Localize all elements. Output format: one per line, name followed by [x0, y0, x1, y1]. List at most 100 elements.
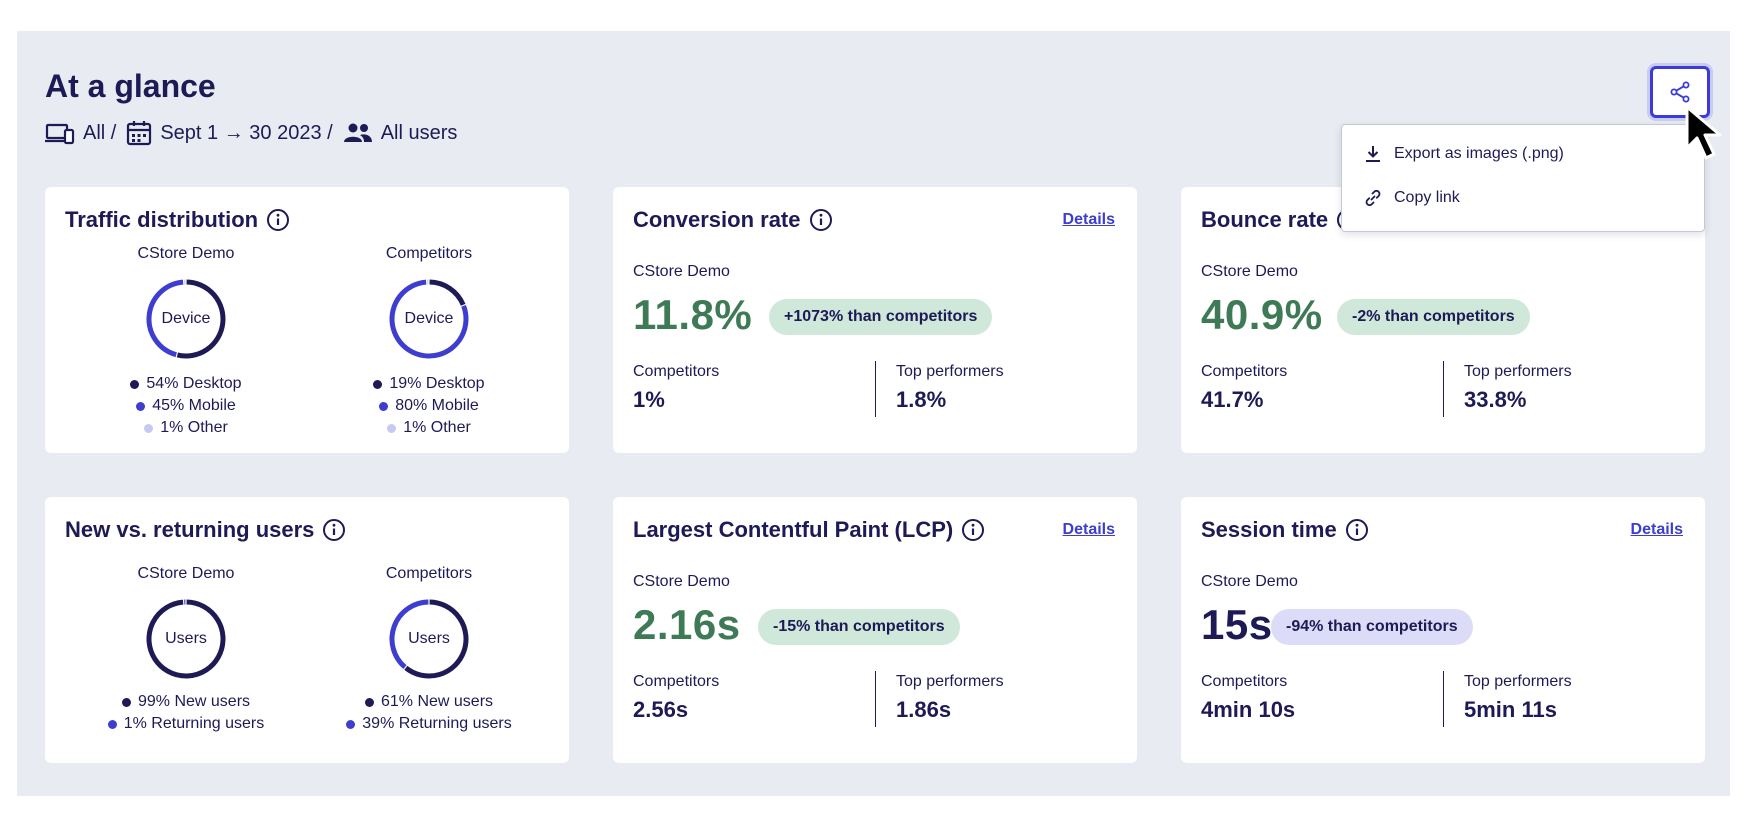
legend-entry: 99% New users: [76, 691, 296, 713]
competitors-label: Competitors: [1201, 363, 1288, 380]
device-donut-own: [146, 279, 226, 359]
download-icon: [1366, 146, 1380, 162]
card-title: Conversion rate: [633, 207, 833, 233]
card-title-text: Conversion rate: [633, 207, 801, 232]
competitors-value: 2.56s: [633, 697, 689, 722]
users-legend-own: 99% New users 1% Returning users: [76, 691, 296, 735]
card-title-text: Bounce rate: [1201, 207, 1329, 232]
users-donut-competitors: [389, 599, 469, 679]
own-label: CStore Demo: [633, 573, 730, 590]
legend-entry: 39% Returning users: [319, 713, 539, 735]
date-filter[interactable]: Sept 1 → 30 2023 /: [126, 120, 333, 146]
legend-label: 61% New users: [380, 693, 494, 710]
comparison-badge: -15% than competitors: [758, 609, 960, 645]
legend-entry: 61% New users: [319, 691, 539, 713]
donut-center-label: Device: [161, 310, 211, 327]
legend-dot: [130, 379, 140, 389]
competitors-label: Competitors: [1201, 673, 1288, 690]
top-performers-value: 5min 11s: [1464, 697, 1557, 722]
legend-label: 54% Desktop: [146, 375, 242, 392]
legend-label: 80% Mobile: [395, 397, 479, 414]
donut-center-label: Users: [165, 630, 207, 647]
own-value: 40.9%: [1201, 291, 1323, 338]
users-icon: [343, 123, 372, 142]
segment-filter[interactable]: All users: [343, 121, 458, 145]
menu-item-label: Export as images (.png): [1394, 145, 1564, 162]
legend-dot: [121, 697, 131, 707]
legend-label: 39% Returning users: [362, 715, 512, 732]
comparison-badge: -2% than competitors: [1337, 299, 1530, 335]
donut-segment: [389, 279, 469, 359]
own-label: CStore Demo: [633, 263, 730, 280]
donut-segment: [176, 279, 226, 359]
donut-segment: [146, 599, 226, 679]
top-performers-label: Top performers: [1464, 673, 1572, 690]
own-value: 15s: [1201, 601, 1273, 648]
legend-label: 1% Other: [160, 419, 228, 436]
export-png-menu-item[interactable]: Export as images (.png): [1364, 145, 1564, 163]
legend-dot: [136, 401, 146, 411]
card-title-text: Session time: [1201, 517, 1337, 542]
legend-dot: [346, 719, 356, 729]
legend-label: 99% New users: [137, 693, 251, 710]
devices-icon: [45, 123, 75, 145]
card-title: Bounce rate: [1201, 207, 1360, 233]
top-performers-value: 1.86s: [896, 697, 952, 722]
info-icon[interactable]: [266, 208, 290, 232]
legend-label: 1% Other: [403, 419, 471, 436]
share-button[interactable]: [1650, 66, 1710, 118]
legend-entry: 1% Other: [319, 417, 539, 439]
details-link[interactable]: Details: [1630, 521, 1683, 538]
legend-dot: [364, 697, 374, 707]
info-icon[interactable]: [809, 208, 833, 232]
own-value: 2.16s: [633, 601, 741, 648]
divider: [1443, 671, 1444, 727]
info-icon[interactable]: [1345, 518, 1369, 542]
details-link[interactable]: Details: [1062, 521, 1115, 538]
device-filter[interactable]: All /: [45, 121, 116, 145]
segment-label: All users: [380, 121, 458, 144]
competitors-column-label: Competitors: [385, 245, 473, 262]
info-icon[interactable]: [961, 518, 985, 542]
comparison-badge: -94% than competitors: [1271, 609, 1473, 645]
competitors-column-label: Competitors: [385, 565, 473, 582]
top-performers-label: Top performers: [896, 363, 1004, 380]
competitors-value: 41.7%: [1201, 387, 1264, 412]
page-title: At a glance: [45, 68, 216, 104]
date-range-label: Sept 1 → 30 2023 /: [160, 121, 333, 144]
card-title-text: New vs. returning users: [65, 517, 315, 542]
own-label: CStore Demo: [1201, 573, 1298, 590]
own-column-label: CStore Demo: [137, 565, 235, 582]
donut-center-label: Device: [404, 310, 454, 327]
divider: [875, 671, 876, 727]
info-icon[interactable]: [322, 518, 346, 542]
copy-link-menu-item[interactable]: Copy link: [1364, 189, 1460, 207]
legend-entry: 54% Desktop: [76, 373, 296, 395]
legend-dot: [387, 423, 397, 433]
competitors-value: 1%: [633, 387, 665, 412]
users-donut-own: [146, 599, 226, 679]
donut-segment: [146, 279, 184, 358]
card-title: Traffic distribution: [65, 207, 290, 233]
users-legend-competitors: 61% New users 39% Returning users: [319, 691, 539, 735]
share-menu: Export as images (.png) Copy link: [1341, 124, 1705, 232]
legend-dot: [373, 379, 383, 389]
donut-segment: [389, 599, 429, 670]
legend-entry: 19% Desktop: [319, 373, 539, 395]
top-performers-label: Top performers: [896, 673, 1004, 690]
session-time-card: Session time Details CStore Demo 15s -94…: [1181, 497, 1705, 763]
competitors-label: Competitors: [633, 363, 720, 380]
card-title-text: Traffic distribution: [65, 207, 259, 232]
menu-item-label: Copy link: [1394, 189, 1460, 206]
details-link[interactable]: Details: [1062, 211, 1115, 228]
new-vs-returning-card: New vs. returning users CStore Demo User…: [45, 497, 569, 763]
legend-entry: 1% Returning users: [76, 713, 296, 735]
filter-bar: All / Sept 1 → 30 2023 / All users: [45, 118, 457, 148]
traffic-distribution-card: Traffic distribution CStore Demo Device …: [45, 187, 569, 453]
calendar-icon: [127, 121, 152, 146]
donut-segment: [429, 279, 466, 306]
lcp-card: Largest Contentful Paint (LCP) Details C…: [613, 497, 1137, 763]
donut-segment: [404, 599, 469, 679]
top-performers-label: Top performers: [1464, 363, 1572, 380]
divider: [875, 361, 876, 417]
